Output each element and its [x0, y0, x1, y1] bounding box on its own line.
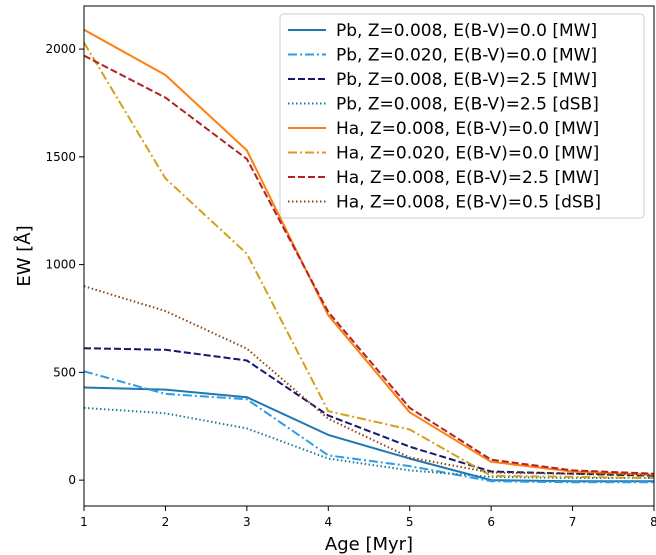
- legend-entry: Pb, Z=0.008, E(B-V)=2.5 [dSB]: [336, 95, 599, 115]
- x-tick-label: 7: [569, 515, 577, 529]
- y-tick-label: 2000: [45, 42, 76, 56]
- x-tick-label: 4: [324, 515, 332, 529]
- plot-frame: [83, 5, 655, 507]
- series-line-5: [83, 28, 655, 476]
- series-line-6: [83, 42, 655, 479]
- series-line-2: [83, 370, 654, 484]
- y-tick-label: 0: [68, 473, 76, 487]
- legend-entry: Ha, Z=0.008, E(B-V)=2.5 [MW]: [336, 168, 599, 188]
- legend-entry: Pb, Z=0.020, E(B-V)=0.0 [MW]: [336, 46, 597, 66]
- x-axis-label: Age [Myr]: [325, 534, 413, 555]
- x-tick-label: 3: [243, 515, 251, 529]
- x-tick-label: 8: [650, 515, 656, 529]
- series-line-4: [83, 406, 654, 479]
- series-line-1: [83, 386, 654, 483]
- plot-lines: [83, 28, 655, 484]
- y-axis-label: EW [Å]: [13, 225, 35, 286]
- x-tick-label: 2: [162, 515, 170, 529]
- x-axis: 1 2 3 4 5 6 7 8: [80, 506, 656, 529]
- legend-entry: Ha, Z=0.020, E(B-V)=0.0 [MW]: [336, 144, 599, 164]
- legend-entry: Ha, Z=0.008, E(B-V)=0.0 [MW]: [336, 119, 599, 139]
- y-axis: 0 500 1000 1500 2000: [45, 42, 84, 487]
- legend: Pb, Z=0.008, E(B-V)=0.0 [MW] Pb, Z=0.020,…: [279, 13, 645, 219]
- series-line-3: [83, 347, 655, 477]
- series-line-8: [83, 285, 655, 476]
- y-tick-label: 1500: [45, 150, 76, 164]
- legend-entry: Pb, Z=0.008, E(B-V)=0.0 [MW]: [336, 21, 597, 41]
- legend-entry: Ha, Z=0.008, E(B-V)=0.5 [dSB]: [336, 193, 601, 213]
- x-tick-label: 5: [406, 515, 414, 529]
- x-tick-label: 6: [487, 515, 495, 529]
- y-tick-label: 1000: [45, 258, 76, 272]
- y-tick-label: 500: [53, 365, 76, 379]
- x-tick-label: 1: [80, 515, 88, 529]
- legend-box: [279, 13, 645, 219]
- legend-entry: Pb, Z=0.008, E(B-V)=2.5 [MW]: [336, 70, 597, 90]
